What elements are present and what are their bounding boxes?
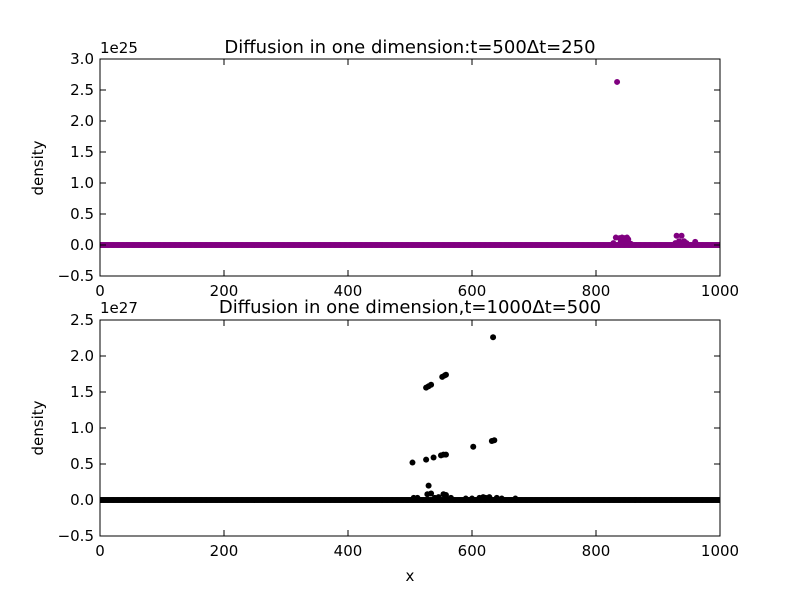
data-point [673,232,680,239]
y-tick-label: 2.5 [70,81,94,99]
y-tick-label: 3.0 [70,50,94,68]
data-point [470,443,477,450]
x-tick-label: 0 [95,542,105,560]
y-tick-label: 1.5 [70,383,94,401]
y-offset-label: 1e27 [100,299,138,317]
y-tick-label: 0.0 [70,236,94,254]
data-point [683,240,690,247]
y-tick-label: 1.5 [70,143,94,161]
data-point [488,437,495,444]
data-point [617,238,624,245]
x-tick-label: 800 [582,282,611,300]
x-tick-label: 0 [95,282,105,300]
x-tick-label: 1000 [701,282,739,300]
y-tick-label: 1.0 [70,174,94,192]
y-tick-label: 0.5 [70,455,94,473]
chart-title: Diffusion in one dimension,t=1000Δt=500 [219,297,601,318]
y-tick-label: 0.5 [70,205,94,223]
x-axis-label: x [406,567,415,585]
data-point [409,459,416,466]
x-tick-label: 400 [334,282,363,300]
data-point [692,238,699,245]
data-point [627,240,634,247]
data-point [442,451,449,458]
y-tick-label: −0.5 [58,267,94,285]
subplot-top: Diffusion in one dimension:t=500Δt=250 1… [29,37,739,300]
data-point [672,240,679,247]
data-point [442,491,449,498]
x-tick-label: 200 [210,542,239,560]
data-point [430,454,437,461]
y-tick-label: 0.0 [70,491,94,509]
y-tick-label: −0.5 [58,527,94,545]
y-tick-label: 2.0 [70,112,94,130]
x-tick-label: 600 [458,282,487,300]
plot-area [100,334,720,503]
subplot-bottom: Diffusion in one dimension,t=1000Δt=500 … [29,297,739,585]
data-point [414,494,421,501]
data-point [614,78,621,85]
data-point [678,232,685,239]
data-point [610,240,617,247]
data-point [493,494,500,501]
y-offset-label: 1e25 [100,39,138,57]
x-tick-label: 200 [210,282,239,300]
x-tick-label: 1000 [701,542,739,560]
y-tick-label: 2.5 [70,311,94,329]
x-tick-label: 600 [458,542,487,560]
plot-area [100,78,720,248]
data-point [512,495,519,502]
x-tick-label: 400 [334,542,363,560]
y-axis-label: density [29,400,47,455]
data-point [498,495,505,502]
data-point [622,238,629,245]
axis-ticks: 0 200 400 600 800 1000 −0.5 0.0 0.5 1.0 1.5 2.0 2.5 3… [58,50,740,300]
data-point [428,381,435,388]
data-point [486,494,493,501]
plot-frame [99,58,721,277]
chart-title: Diffusion in one dimension:t=500Δt=250 [224,37,595,58]
data-point [469,495,475,502]
y-axis-label: density [29,140,47,195]
data-point [442,371,449,378]
data-point [462,495,469,502]
data-point [490,334,497,341]
y-tick-label: 1.0 [70,419,94,437]
data-point [428,490,435,497]
data-point [435,494,442,501]
data-point [447,494,454,501]
x-tick-label: 800 [582,542,611,560]
data-point [423,456,430,463]
y-tick-label: 2.0 [70,347,94,365]
axis-ticks: 0 200 400 600 800 1000 −0.5 0.0 0.5 1.0 1.5 2.0 2.5 [58,311,740,560]
data-point [425,482,432,489]
